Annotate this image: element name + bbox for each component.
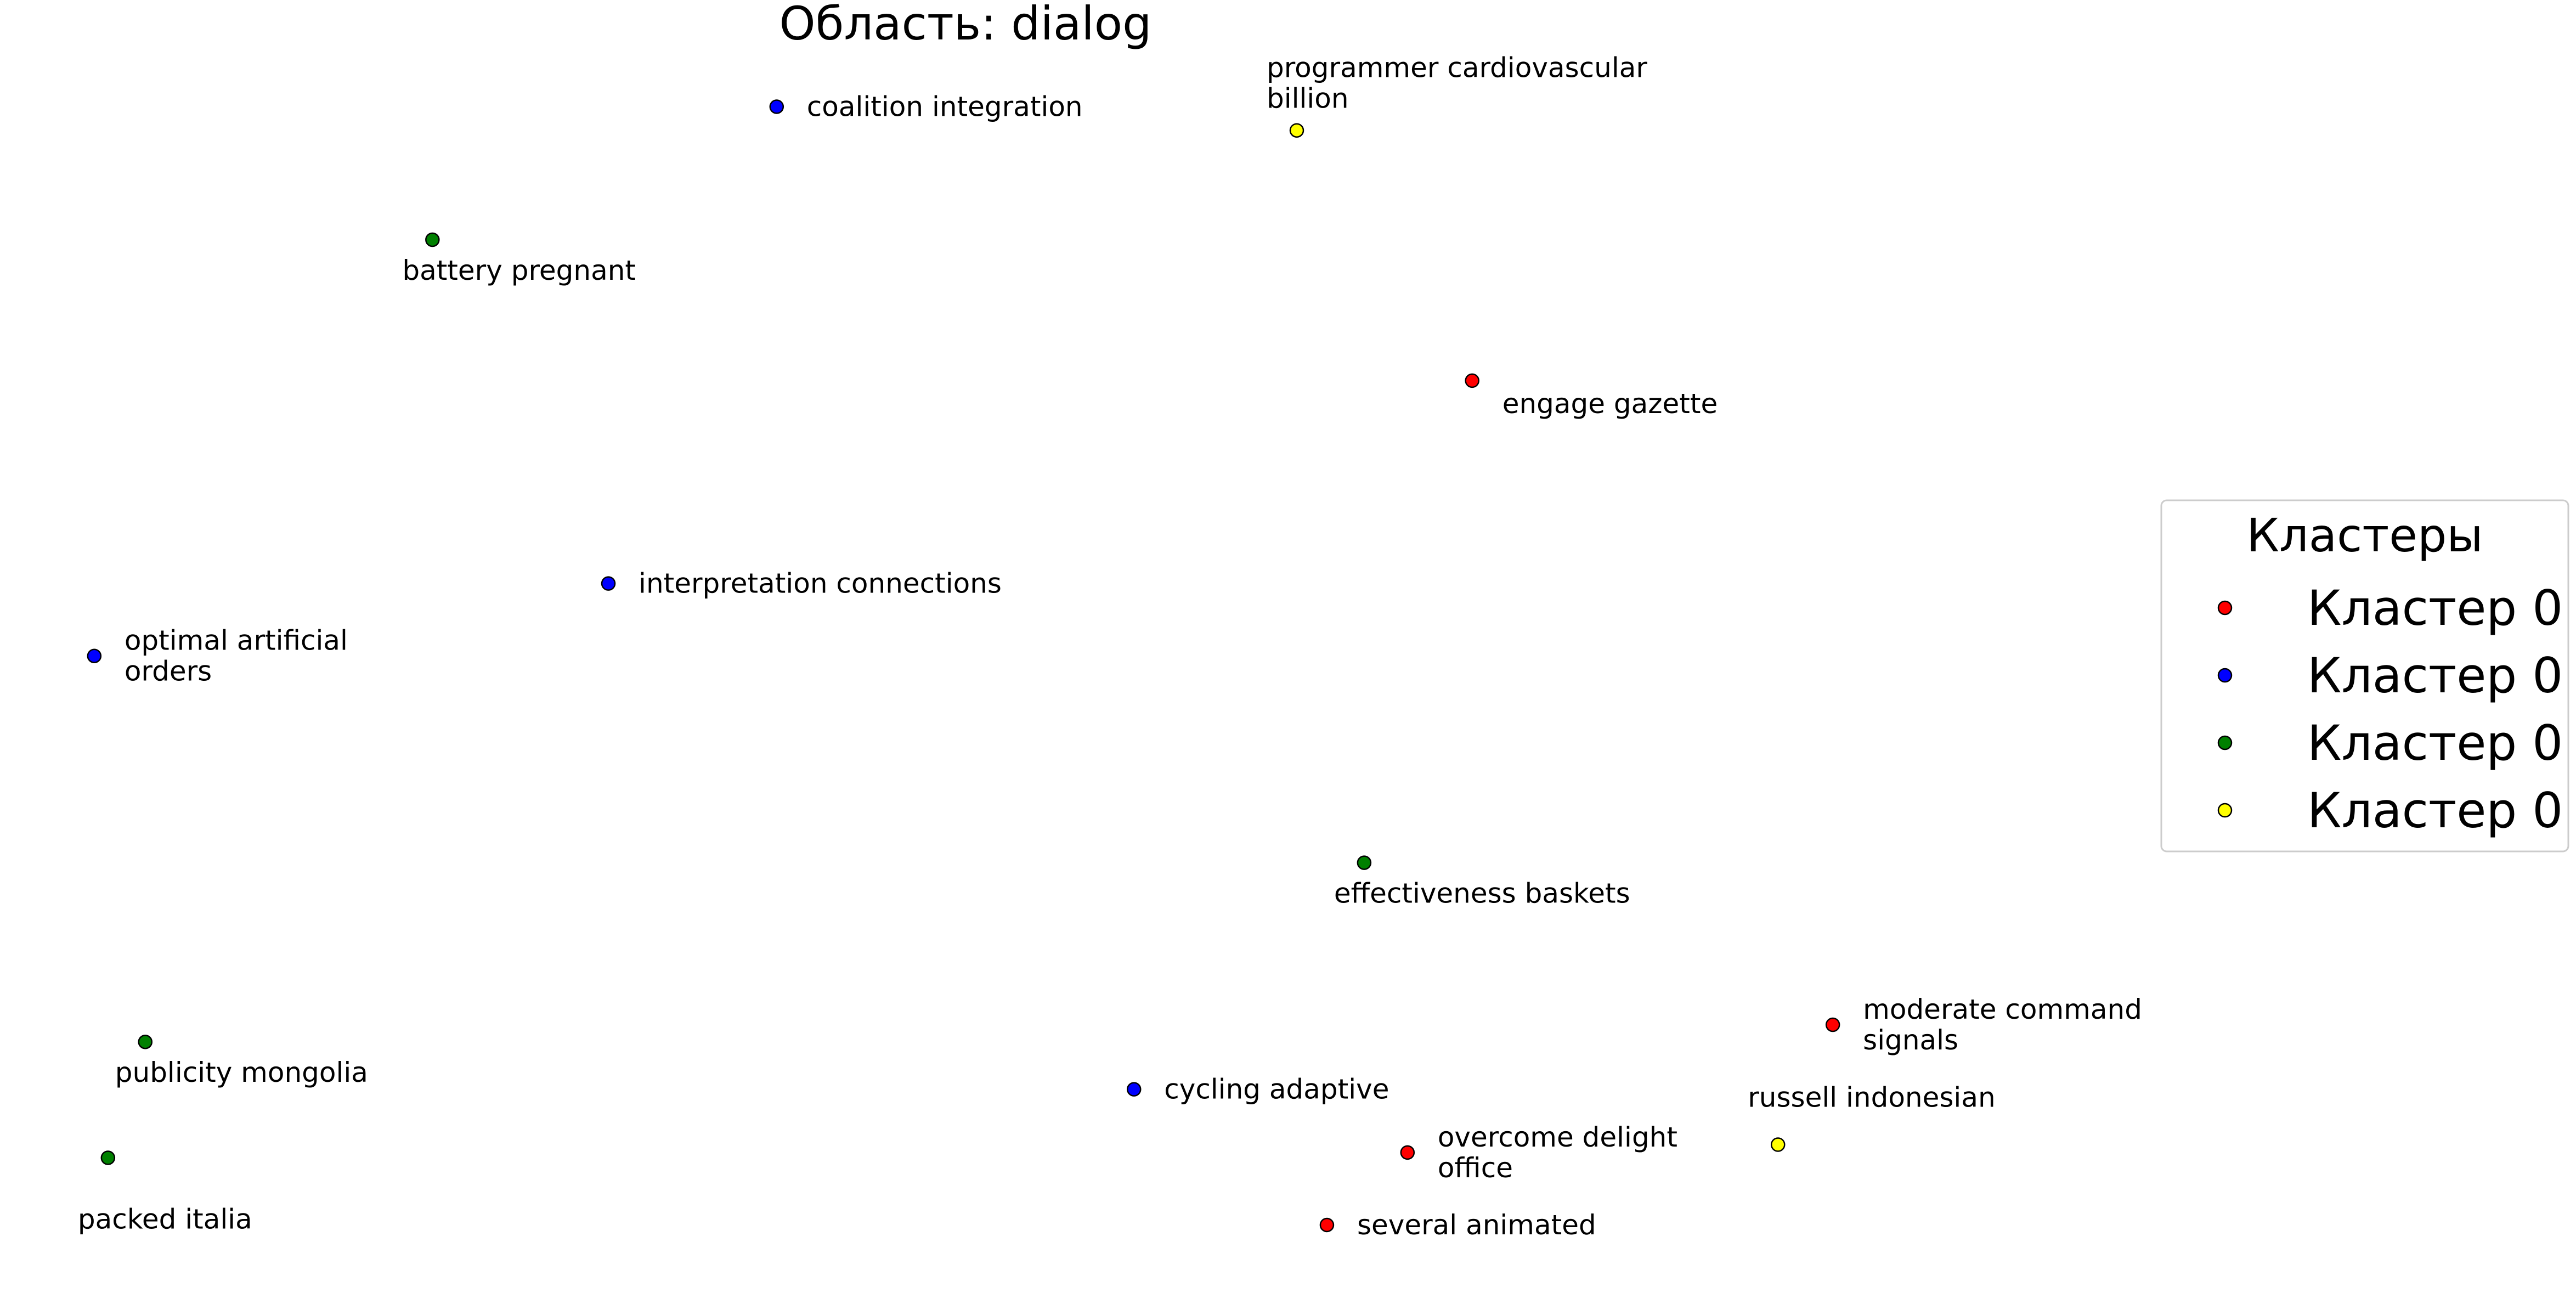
legend-marker bbox=[2217, 600, 2233, 616]
point-label-line: effectiveness baskets bbox=[1334, 878, 1630, 910]
point-label-line: programmer cardiovascular bbox=[1267, 52, 1647, 84]
data-point bbox=[1770, 1137, 1786, 1152]
legend: Кластеры Кластер 0 Кластер 0 Кластер 0 Клас… bbox=[2160, 499, 2569, 853]
point-label: programmer cardiovascular billion bbox=[1267, 52, 1647, 115]
chart-title: Область: dialog bbox=[779, 0, 1152, 50]
point-label: coalition integration bbox=[807, 91, 1083, 122]
point-label-line: billion bbox=[1267, 83, 1349, 115]
legend-label: Кластер 0 bbox=[2307, 715, 2563, 771]
data-point bbox=[1319, 1217, 1335, 1233]
point-label-line: battery pregnant bbox=[402, 255, 636, 286]
point-label-line: optimal artificial bbox=[125, 625, 348, 657]
data-point bbox=[425, 232, 440, 247]
point-label-line: orders bbox=[125, 656, 212, 687]
data-point bbox=[1357, 855, 1372, 870]
data-point bbox=[1400, 1145, 1415, 1160]
point-label-line: publicity mongolia bbox=[115, 1057, 368, 1088]
point-label-line: interpretation connections bbox=[639, 568, 1002, 600]
point-label-line: office bbox=[1438, 1152, 1513, 1184]
point-label-line: signals bbox=[1863, 1024, 1958, 1056]
data-point bbox=[1289, 123, 1304, 138]
point-label: packed italia bbox=[78, 1203, 252, 1235]
legend-marker bbox=[2217, 803, 2233, 818]
legend-label: Кластер 0 bbox=[2307, 782, 2563, 839]
legend-label: Кластер 0 bbox=[2307, 647, 2563, 704]
point-label: moderate command signals bbox=[1863, 993, 2142, 1056]
point-label-line: coalition integration bbox=[807, 91, 1083, 122]
legend-marker bbox=[2217, 668, 2233, 683]
point-label-line: several animated bbox=[1357, 1209, 1596, 1241]
point-label: engage gazette bbox=[1502, 388, 1718, 420]
point-label: overcome delight office bbox=[1438, 1121, 1677, 1184]
point-label: battery pregnant bbox=[402, 255, 636, 286]
data-point bbox=[601, 576, 616, 591]
point-label-line: engage gazette bbox=[1502, 388, 1718, 420]
data-point bbox=[138, 1034, 153, 1049]
point-label: cycling adaptive bbox=[1164, 1074, 1389, 1105]
point-label: several animated bbox=[1357, 1209, 1596, 1241]
point-label: publicity mongolia bbox=[115, 1057, 368, 1088]
legend-title: Кластеры bbox=[2246, 509, 2483, 562]
data-point bbox=[100, 1150, 116, 1165]
legend-frame bbox=[2160, 499, 2569, 853]
point-label-line: packed italia bbox=[78, 1203, 252, 1235]
legend-marker bbox=[2217, 735, 2233, 750]
data-point bbox=[1126, 1082, 1142, 1097]
point-label: russell indonesian bbox=[1748, 1081, 1995, 1113]
point-label: effectiveness baskets bbox=[1334, 878, 1630, 910]
point-label-line: russell indonesian bbox=[1748, 1081, 1995, 1113]
data-point bbox=[1465, 373, 1479, 388]
point-label-line: cycling adaptive bbox=[1164, 1074, 1389, 1105]
data-points: engage gazette moderate command signals ove… bbox=[78, 52, 2142, 1241]
data-point bbox=[87, 648, 102, 663]
legend-label: Кластер 0 bbox=[2307, 580, 2563, 636]
point-label: optimal artificial orders bbox=[125, 625, 348, 687]
point-label-line: overcome delight bbox=[1438, 1121, 1677, 1153]
point-label: interpretation connections bbox=[639, 568, 1002, 600]
data-point bbox=[1825, 1017, 1840, 1032]
point-label-line: moderate command bbox=[1863, 993, 2142, 1025]
data-point bbox=[769, 99, 784, 114]
